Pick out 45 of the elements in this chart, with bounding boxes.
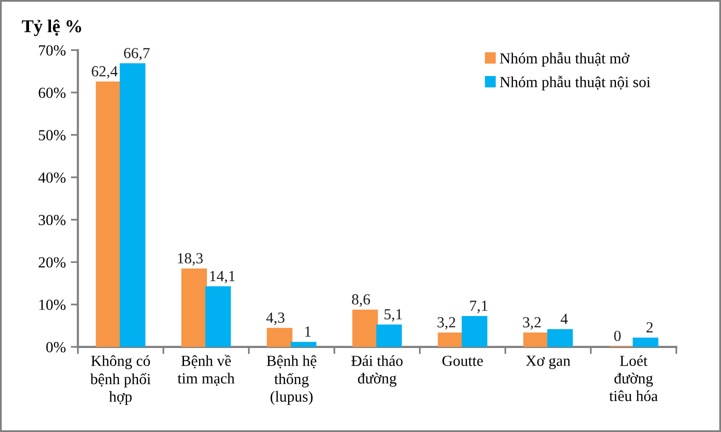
y-tick-label: 40% [38,172,66,183]
bar [547,329,573,347]
data-label: 2 [646,322,653,332]
y-tick-label: 30% [38,214,66,226]
y-tick-label: 0% [46,342,66,352]
bar [352,310,378,347]
data-label: 8,6 [352,294,370,307]
data-label: 4 [560,314,568,324]
x-tick-label: Loét đường tiêu hóa [609,355,658,402]
bar [96,82,122,347]
x-tick-label: Goutte [442,356,483,366]
y-tick-label: 50% [38,130,66,140]
data-label: 3,2 [438,317,456,330]
y-tick-label: 10% [39,300,66,310]
bar [181,268,207,347]
x-tick-label: Không có bệnh phối hợp [90,355,151,405]
bar [632,338,658,347]
bar [462,316,488,347]
y-tick-label: 70% [39,45,66,56]
x-tick-label: Bệnh về tim mạch [178,354,235,386]
x-tick-label: Bệnh hệ thống (lupus) [266,355,316,405]
bar [376,324,402,347]
y-tick-label: 20% [38,257,66,268]
x-tick-label: Xơ gan [526,356,570,370]
legend-label: Nhóm phẫu thuật nội soi [500,76,650,90]
bar [205,286,231,347]
bar [120,63,146,347]
data-label: 62,4 [92,66,118,79]
bar [438,332,464,347]
data-label: 0 [614,330,621,342]
data-label: 5,1 [384,309,402,322]
bar [290,342,316,347]
data-label: 4,3 [266,312,284,325]
x-tick-label: Đái tháo đường [351,355,403,387]
y-tick-label: 60% [38,88,66,98]
data-label: 3,2 [523,317,541,330]
bar [523,332,549,347]
data-label: 1 [305,326,311,337]
data-label: 7,1 [470,300,488,314]
bar [266,328,292,347]
data-label: 14,1 [210,271,235,284]
data-label: 66,7 [124,48,150,60]
data-label: 18,3 [178,253,203,266]
legend-label: Nhóm phẫu thuật mở [500,52,630,67]
y-axis-title: Tỷ lệ % [22,19,82,36]
